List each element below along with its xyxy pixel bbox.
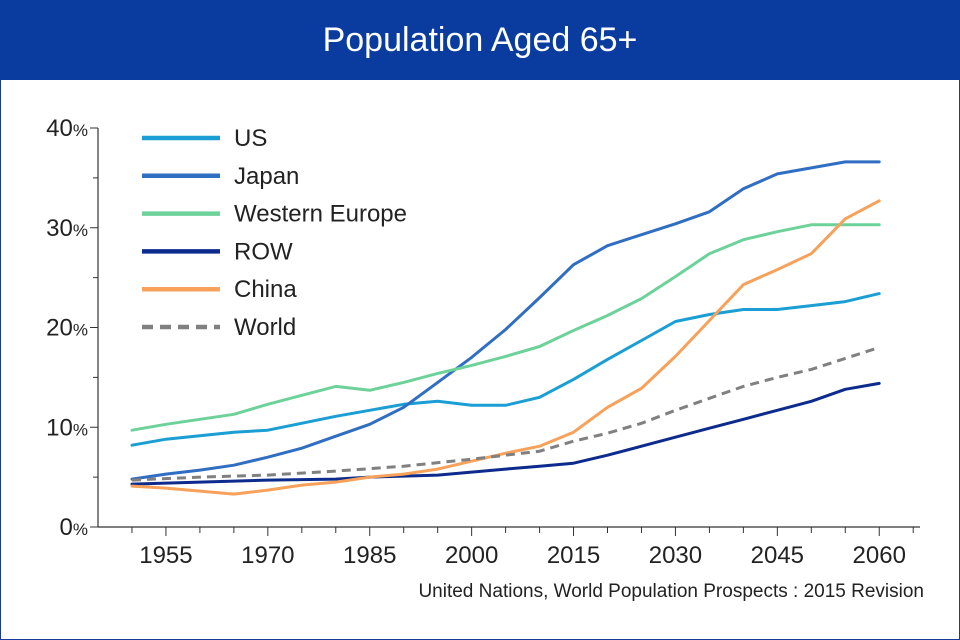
legend-label: US xyxy=(234,125,267,152)
x-tick-label: 1970 xyxy=(241,542,294,569)
legend-label: World xyxy=(234,314,296,341)
legend-label: Japan xyxy=(234,163,299,190)
axes: 0% 10% 20% 30% 40% 1955 1970 1985 2000 2015 2030 20… xyxy=(46,115,920,569)
legend-label: China xyxy=(234,276,297,303)
y-tick-label: 30% xyxy=(46,215,88,242)
series-line-western-europe xyxy=(130,223,881,432)
legend-label: ROW xyxy=(234,238,293,265)
x-tick-label: 2030 xyxy=(649,542,702,569)
series-line-us xyxy=(130,292,881,447)
x-tick-label: 1955 xyxy=(139,542,192,569)
legend-label: Western Europe xyxy=(234,201,407,228)
series-line-world xyxy=(131,345,880,482)
series-line-china xyxy=(130,199,881,496)
header-banner: Population Aged 65+ xyxy=(0,0,960,80)
y-tick-label: 40% xyxy=(46,115,88,142)
series-line-japan xyxy=(130,160,881,481)
x-tick-label: 1985 xyxy=(343,542,396,569)
x-tick-label: 2060 xyxy=(853,542,906,569)
series-line-row xyxy=(130,381,881,486)
x-tick-label: 2015 xyxy=(547,542,600,569)
x-tick-label: 2045 xyxy=(751,542,804,569)
y-tick-label: 20% xyxy=(46,315,88,342)
y-tick-label: 10% xyxy=(46,414,88,441)
legend: US Japan Western Europe ROW China World xyxy=(142,125,407,341)
source-note: United Nations, World Population Prospec… xyxy=(418,581,924,602)
series-lines xyxy=(130,160,881,496)
x-tick-label: 2000 xyxy=(445,542,498,569)
y-tick-label: 0% xyxy=(60,514,88,541)
chart-title: Population Aged 65+ xyxy=(322,20,638,59)
